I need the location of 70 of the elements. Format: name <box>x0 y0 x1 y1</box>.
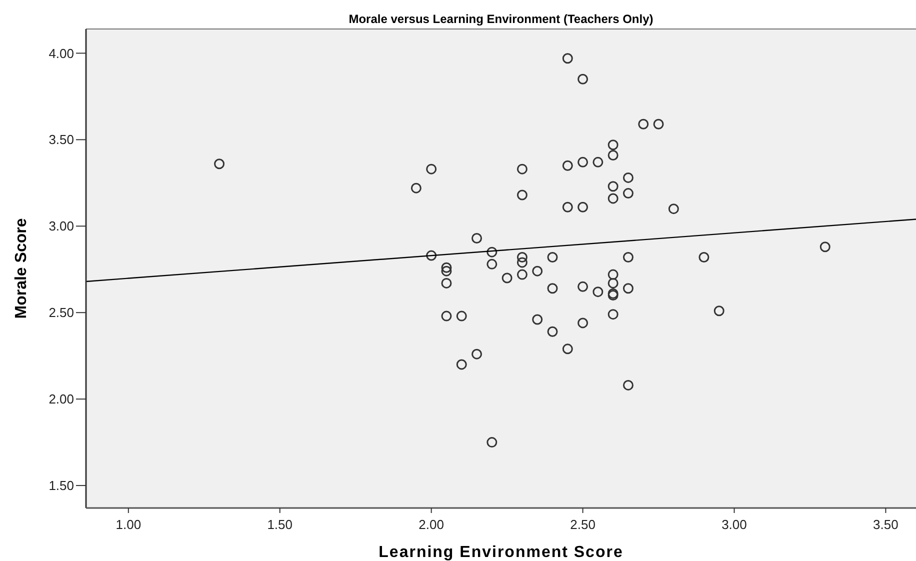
point <box>578 202 588 212</box>
point <box>608 269 618 280</box>
y-tick-label: 2.00 <box>48 392 74 407</box>
x-tick-label: 1.50 <box>267 517 293 532</box>
point <box>516 164 528 174</box>
x-tick-label: 3.00 <box>722 517 747 532</box>
point <box>547 326 558 337</box>
point <box>578 74 588 84</box>
point <box>714 306 724 316</box>
y-axis-title: Morale Score <box>13 218 30 319</box>
y-tick-label: 1.50 <box>48 478 74 494</box>
point <box>562 53 573 64</box>
point <box>608 140 618 150</box>
point <box>578 281 588 292</box>
x-tick-label: 1.00 <box>116 517 142 532</box>
point <box>456 359 467 370</box>
point <box>486 246 498 258</box>
point <box>668 204 679 214</box>
point <box>472 348 482 360</box>
point <box>532 266 543 276</box>
chart-title: Morale versus Learning Environment (Teachers Only) <box>348 12 654 26</box>
point <box>456 310 467 322</box>
point <box>608 150 618 160</box>
point <box>532 314 543 325</box>
point <box>516 269 528 280</box>
point <box>653 118 664 130</box>
point <box>820 242 830 252</box>
point <box>516 257 528 268</box>
point <box>608 181 618 192</box>
point <box>547 252 558 263</box>
point <box>592 156 604 168</box>
x-tick-label: 2.00 <box>418 517 444 532</box>
point <box>622 188 634 199</box>
point <box>486 437 498 448</box>
point <box>472 232 482 244</box>
point <box>578 156 588 168</box>
point <box>608 309 618 320</box>
point <box>441 278 452 288</box>
point <box>441 310 452 322</box>
point <box>426 164 437 174</box>
point <box>622 283 634 294</box>
point <box>486 258 498 270</box>
y-tick-label: 2.50 <box>48 305 74 320</box>
point <box>622 252 634 263</box>
point <box>562 344 573 354</box>
x-tick-label: 3.50 <box>873 517 898 532</box>
point <box>578 318 588 328</box>
point <box>502 272 512 284</box>
point <box>516 252 528 263</box>
x-tick-label: 2.50 <box>570 517 596 532</box>
point <box>547 283 558 294</box>
point <box>698 252 710 263</box>
point <box>426 250 437 261</box>
point <box>410 182 422 194</box>
point <box>441 262 452 273</box>
y-tick-label: 3.00 <box>48 218 74 234</box>
point <box>214 158 225 170</box>
point <box>592 286 604 298</box>
point <box>516 190 528 200</box>
point <box>622 172 634 183</box>
point <box>608 193 618 204</box>
point <box>562 202 573 212</box>
x-axis-title: Learning Environment Score <box>378 544 624 561</box>
y-tick-label: 3.50 <box>48 132 74 148</box>
point <box>441 266 452 276</box>
point <box>608 278 618 288</box>
point <box>638 118 649 130</box>
y-tick-label: 4.00 <box>48 46 74 61</box>
point <box>562 160 573 171</box>
point <box>622 380 634 390</box>
